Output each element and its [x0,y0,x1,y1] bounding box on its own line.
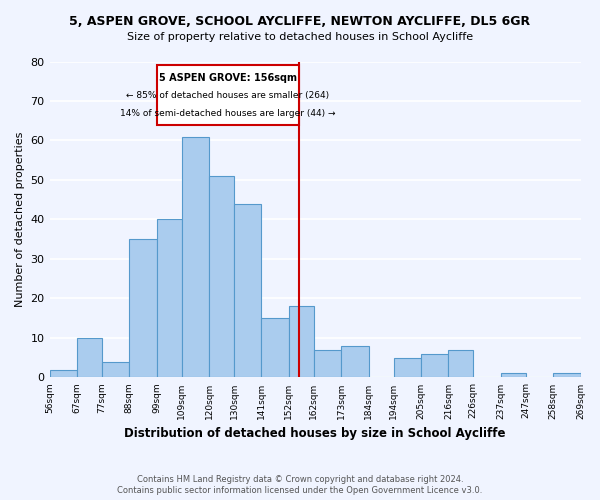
Y-axis label: Number of detached properties: Number of detached properties [15,132,25,307]
Text: 5, ASPEN GROVE, SCHOOL AYCLIFFE, NEWTON AYCLIFFE, DL5 6GR: 5, ASPEN GROVE, SCHOOL AYCLIFFE, NEWTON … [70,15,530,28]
Text: 14% of semi-detached houses are larger (44) →: 14% of semi-detached houses are larger (… [120,109,335,118]
Bar [234,204,262,378]
Bar [289,306,314,378]
Bar [209,176,234,378]
Bar [50,370,77,378]
Text: ← 85% of detached houses are smaller (264): ← 85% of detached houses are smaller (26… [126,91,329,100]
Bar [448,350,473,378]
Text: Size of property relative to detached houses in School Aycliffe: Size of property relative to detached ho… [127,32,473,42]
Text: Contains HM Land Registry data © Crown copyright and database right 2024.: Contains HM Land Registry data © Crown c… [137,475,463,484]
Bar [581,370,600,378]
Bar [77,338,102,378]
Text: Contains public sector information licensed under the Open Government Licence v3: Contains public sector information licen… [118,486,482,495]
X-axis label: Distribution of detached houses by size in School Aycliffe: Distribution of detached houses by size … [124,427,506,440]
Bar [314,350,341,378]
Bar [102,362,130,378]
Bar [130,239,157,378]
Bar [553,374,581,378]
Bar [157,220,182,378]
Bar [262,318,289,378]
Bar [341,346,368,378]
Bar [182,136,209,378]
Bar [421,354,448,378]
Bar [394,358,421,378]
Bar [157,66,299,124]
Bar [501,374,526,378]
Text: 5 ASPEN GROVE: 156sqm: 5 ASPEN GROVE: 156sqm [159,74,297,84]
